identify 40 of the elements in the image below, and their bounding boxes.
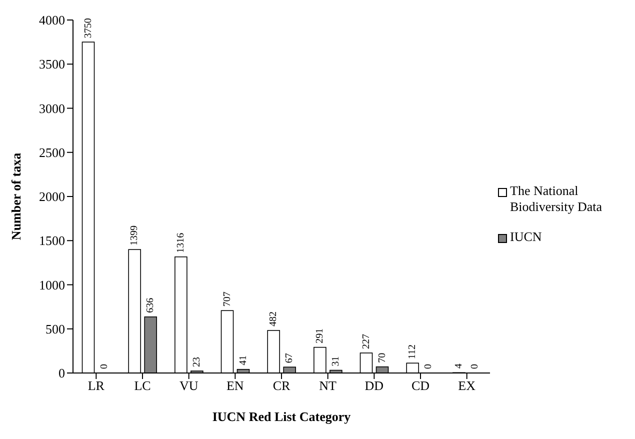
data-label: 227 [360,334,372,349]
x-tick-label: VU [179,378,199,394]
x-tick-label: LC [134,378,151,394]
data-label: 112 [407,344,418,360]
data-label: 482 [268,311,280,326]
data-label: 291 [314,328,326,344]
x-tick-label: EN [226,378,244,394]
y-tick-label: 3000 [39,100,65,116]
data-label: 31 [330,356,342,366]
y-tick-label: 3500 [39,56,65,72]
data-label: 3750 [82,18,94,38]
x-tick-label: CD [411,378,430,394]
x-tick-label: CR [272,378,290,394]
x-axis-title: IUCN Red List Category [212,409,352,424]
data-label: 1316 [175,232,186,253]
data-label: 636 [145,298,156,313]
y-tick-label: 500 [46,321,65,336]
data-label: 0 [469,364,480,369]
data-label: 67 [284,353,296,364]
data-label: 1399 [129,226,140,246]
x-tick-label: EX [458,378,476,394]
y-tick-label: 1500 [39,233,65,248]
data-label: 0 [423,364,434,369]
y-tick-label: 2500 [39,144,65,160]
y-tick-label: 0 [58,366,65,381]
data-label: 41 [238,355,249,366]
y-tick-label: 4000 [39,12,65,28]
legend-label: The National Biodiversity Data [510,182,604,214]
y-tick-label: 1000 [39,277,65,292]
data-label: 707 [222,292,233,307]
legend-label: IUCN [510,228,542,244]
x-tick-label: LR [88,378,105,394]
data-label: 23 [191,356,202,367]
y-axis-title: Number of taxa [8,152,24,240]
x-tick-label: DD [364,378,384,394]
data-label: 70 [376,352,388,363]
data-label: 0 [98,364,110,369]
data-label: 4 [453,364,464,369]
y-tick-label: 2000 [39,189,65,204]
x-tick-label: NT [319,378,337,394]
